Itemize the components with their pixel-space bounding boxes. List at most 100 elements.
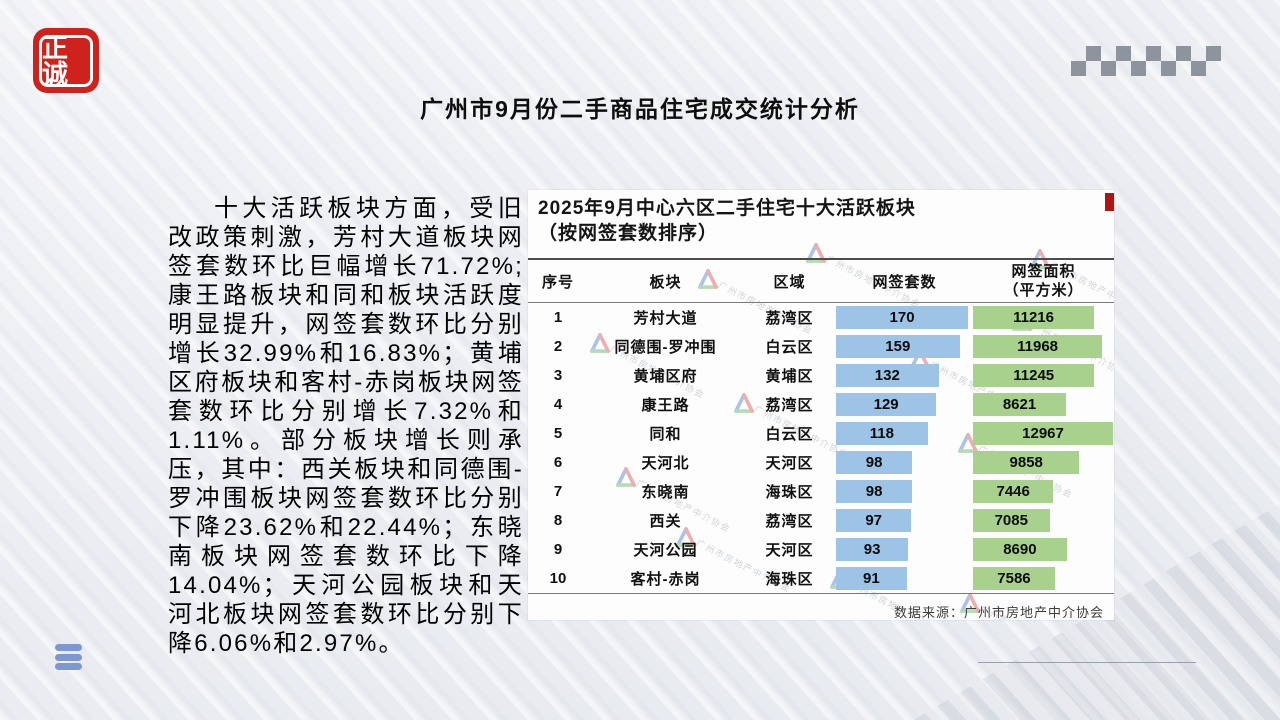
count-bar: 159 — [836, 335, 960, 358]
count-bar: 97 — [836, 509, 912, 532]
cell-area: 11216 — [973, 306, 1114, 329]
area-bar: 11968 — [973, 335, 1103, 358]
cell-block: 天河公园 — [633, 542, 698, 559]
cell-district: 天河区 — [765, 542, 814, 559]
hamburger-bar — [55, 663, 82, 670]
data-source: 数据来源：广州市房地产中介协会 — [893, 605, 1104, 620]
table-row: 10 客村-赤岗 海珠区 91 7586 — [528, 564, 1114, 593]
area-bar: 7085 — [973, 509, 1050, 532]
header-area: 网签面积 （平方米） — [973, 262, 1114, 300]
count-bar: 118 — [836, 422, 928, 445]
table-row: 4 康王路 荔湾区 129 8621 — [528, 390, 1114, 419]
cell-block: 康王路 — [641, 397, 690, 414]
table-panel: 2025年9月中心六区二手住宅十大活跃板块 （按网签套数排序） 序号 板块 区域… — [528, 190, 1114, 620]
hamburger-bar — [55, 653, 82, 661]
table-row: 3 黄埔区府 黄埔区 132 11245 — [528, 361, 1114, 390]
cell-block: 东晓南 — [641, 484, 690, 501]
cell-district: 黄埔区 — [765, 368, 814, 385]
cell-count: 98 — [836, 451, 973, 474]
count-bar: 98 — [836, 451, 913, 474]
cell-block: 客村-赤岗 — [630, 571, 701, 588]
red-marker — [1105, 193, 1114, 211]
header-count: 网签套数 — [872, 273, 937, 291]
footer-divider-line — [978, 662, 1196, 663]
table-row: 7 东晓南 海珠区 98 7446 — [528, 477, 1114, 506]
company-logo-text: 正诚 — [42, 32, 70, 89]
table-row: 6 天河北 天河区 98 9858 — [528, 448, 1114, 477]
company-logo: 正诚 — [33, 28, 99, 93]
cell-block: 天河北 — [641, 455, 690, 472]
table-row: 9 天河公园 天河区 93 8690 — [528, 535, 1114, 564]
area-bar: 9858 — [973, 451, 1080, 474]
count-bar: 98 — [836, 480, 913, 503]
header-block: 板块 — [649, 273, 682, 291]
cell-rank: 1 — [553, 309, 563, 326]
cell-rank: 9 — [553, 541, 563, 558]
cell-count: 159 — [836, 335, 973, 358]
cell-area: 7446 — [973, 480, 1114, 503]
cell-count: 129 — [836, 393, 973, 416]
cell-block: 黄埔区府 — [633, 368, 698, 385]
cell-rank: 6 — [553, 454, 563, 471]
analysis-paragraph: 十大活跃板块方面，受旧改政策刺激，芳村大道板块网签套数环比巨幅增长71.72%;… — [168, 195, 524, 657]
hamburger-decoration — [55, 644, 82, 673]
count-bar: 170 — [836, 306, 969, 329]
cell-area: 8690 — [973, 538, 1114, 561]
cell-block: 同和 — [649, 426, 682, 443]
count-bar: 132 — [836, 364, 939, 387]
cell-block: 芳村大道 — [633, 310, 698, 327]
cell-district: 海珠区 — [765, 571, 814, 588]
cell-area: 7586 — [973, 567, 1114, 590]
cell-district: 荔湾区 — [765, 397, 814, 414]
cell-count: 118 — [836, 422, 973, 445]
area-bar: 11245 — [973, 364, 1095, 387]
header-area-line1: 网签面积 — [1011, 263, 1076, 280]
table-row: 8 西关 荔湾区 97 7085 — [528, 506, 1114, 535]
cell-area: 7085 — [973, 509, 1114, 532]
area-bar: 12967 — [973, 422, 1113, 445]
table-row: 5 同和 白云区 118 12967 — [528, 419, 1114, 448]
area-bar: 11216 — [973, 306, 1095, 329]
cell-district: 白云区 — [765, 426, 814, 443]
table-title-line1: 2025年9月中心六区二手住宅十大活跃板块 — [538, 198, 916, 219]
table-title: 2025年9月中心六区二手住宅十大活跃板块 （按网签套数排序） — [528, 190, 1114, 246]
table-body: 1 芳村大道 荔湾区 170 11216 2 同德围-罗冲围 白云区 159 11968 3 黄埔区府… — [528, 303, 1114, 594]
area-bar: 7446 — [973, 480, 1054, 503]
area-bar: 7586 — [973, 567, 1055, 590]
header-district: 区域 — [773, 273, 806, 291]
checkerboard-decoration — [1071, 46, 1221, 76]
table-title-line2: （按网签套数排序） — [538, 223, 719, 244]
table-row: 2 同德围-罗冲围 白云区 159 11968 — [528, 332, 1114, 361]
cell-district: 荔湾区 — [765, 310, 814, 327]
count-bar: 91 — [836, 567, 907, 590]
cell-count: 97 — [836, 509, 973, 532]
cell-count: 98 — [836, 480, 973, 503]
cell-rank: 4 — [553, 396, 563, 413]
cell-count: 170 — [836, 306, 973, 329]
cell-count: 93 — [836, 538, 973, 561]
area-bar: 8690 — [973, 538, 1067, 561]
cell-area: 12967 — [973, 422, 1114, 445]
cell-district: 天河区 — [765, 455, 814, 472]
header-rank: 序号 — [541, 273, 574, 291]
table-header-row: 序号 板块 区域 网签套数 网签面积 （平方米） — [528, 258, 1114, 303]
cell-area: 11968 — [973, 335, 1114, 358]
hamburger-bar — [55, 644, 82, 651]
cell-district: 荔湾区 — [765, 513, 814, 530]
cell-district: 白云区 — [765, 339, 814, 356]
count-bar: 93 — [836, 538, 909, 561]
count-bar: 129 — [836, 393, 937, 416]
cell-count: 132 — [836, 364, 973, 387]
cell-rank: 7 — [553, 483, 563, 500]
cell-area: 11245 — [973, 364, 1114, 387]
area-bar: 8621 — [973, 393, 1067, 416]
cell-rank: 2 — [553, 338, 563, 355]
cell-district: 海珠区 — [765, 484, 814, 501]
cell-area: 9858 — [973, 451, 1114, 474]
slide-title: 广州市9月份二手商品住宅成交统计分析 — [420, 96, 860, 122]
header-area-line2: （平方米） — [1003, 282, 1084, 299]
cell-rank: 5 — [553, 425, 563, 442]
cell-count: 91 — [836, 567, 973, 590]
cell-block: 同德围-罗冲围 — [614, 339, 717, 356]
cell-block: 西关 — [649, 513, 682, 530]
